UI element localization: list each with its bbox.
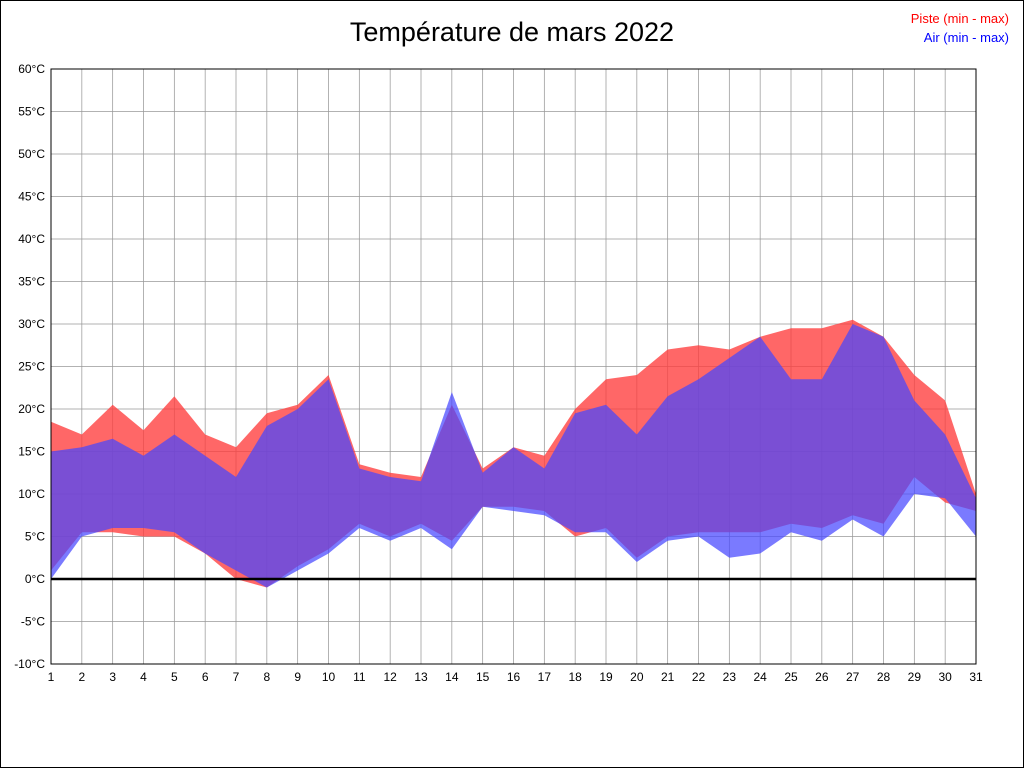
svg-text:26: 26 bbox=[815, 670, 829, 684]
svg-text:21: 21 bbox=[661, 670, 675, 684]
chart-title: Température de mars 2022 bbox=[349, 17, 675, 47]
svg-text:45°C: 45°C bbox=[18, 190, 45, 204]
y-axis-labels: 60°C 55°C 50°C 45°C 40°C 35°C 30°C 25°C 20°C 15°C… bbox=[14, 62, 45, 671]
legend: Piste (min - max) Air (min - max) bbox=[911, 9, 1009, 47]
svg-text:4: 4 bbox=[140, 670, 147, 684]
svg-text:8: 8 bbox=[263, 670, 270, 684]
svg-text:0°C: 0°C bbox=[25, 572, 45, 586]
svg-text:29: 29 bbox=[908, 670, 922, 684]
svg-text:20°C: 20°C bbox=[18, 402, 45, 416]
x-axis-labels: 1 2 3 4 5 6 7 8 9 10 11 12 13 14 15 16 17 18 19 20 21 22 23 24 2… bbox=[48, 670, 983, 684]
svg-text:28: 28 bbox=[877, 670, 891, 684]
svg-text:22: 22 bbox=[692, 670, 706, 684]
svg-text:1: 1 bbox=[48, 670, 55, 684]
svg-text:2: 2 bbox=[78, 670, 85, 684]
svg-text:50°C: 50°C bbox=[18, 147, 45, 161]
svg-text:55°C: 55°C bbox=[18, 105, 45, 119]
svg-text:5: 5 bbox=[171, 670, 178, 684]
svg-text:17: 17 bbox=[538, 670, 552, 684]
svg-text:16: 16 bbox=[507, 670, 521, 684]
plot-border bbox=[50, 68, 977, 665]
svg-text:31: 31 bbox=[969, 670, 983, 684]
svg-text:25°C: 25°C bbox=[18, 360, 45, 374]
svg-text:-10°C: -10°C bbox=[14, 657, 45, 671]
svg-text:7: 7 bbox=[233, 670, 240, 684]
air-band bbox=[51, 324, 976, 588]
svg-text:13: 13 bbox=[414, 670, 428, 684]
svg-text:11: 11 bbox=[353, 670, 366, 684]
legend-item-air: Air (min - max) bbox=[923, 30, 1009, 45]
svg-text:40°C: 40°C bbox=[18, 232, 45, 246]
svg-text:18: 18 bbox=[568, 670, 582, 684]
svg-text:30: 30 bbox=[938, 670, 952, 684]
svg-text:3: 3 bbox=[109, 670, 116, 684]
svg-text:24: 24 bbox=[753, 670, 767, 684]
svg-text:15°C: 15°C bbox=[18, 445, 45, 459]
svg-text:30°C: 30°C bbox=[18, 317, 45, 331]
svg-text:-5°C: -5°C bbox=[21, 615, 45, 629]
legend-item-piste: Piste (min - max) bbox=[910, 11, 1009, 26]
svg-text:10°C: 10°C bbox=[18, 487, 45, 501]
svg-text:10: 10 bbox=[322, 670, 336, 684]
svg-text:15: 15 bbox=[476, 670, 490, 684]
svg-text:60°C: 60°C bbox=[18, 62, 45, 76]
svg-text:27: 27 bbox=[846, 670, 860, 684]
svg-text:14: 14 bbox=[445, 670, 459, 684]
svg-text:5°C: 5°C bbox=[25, 530, 45, 544]
svg-text:9: 9 bbox=[294, 670, 301, 684]
svg-text:25: 25 bbox=[784, 670, 798, 684]
svg-text:6: 6 bbox=[202, 670, 209, 684]
svg-text:12: 12 bbox=[383, 670, 397, 684]
svg-text:35°C: 35°C bbox=[18, 275, 45, 289]
svg-text:19: 19 bbox=[599, 670, 613, 684]
svg-text:20: 20 bbox=[630, 670, 644, 684]
svg-text:23: 23 bbox=[723, 670, 737, 684]
